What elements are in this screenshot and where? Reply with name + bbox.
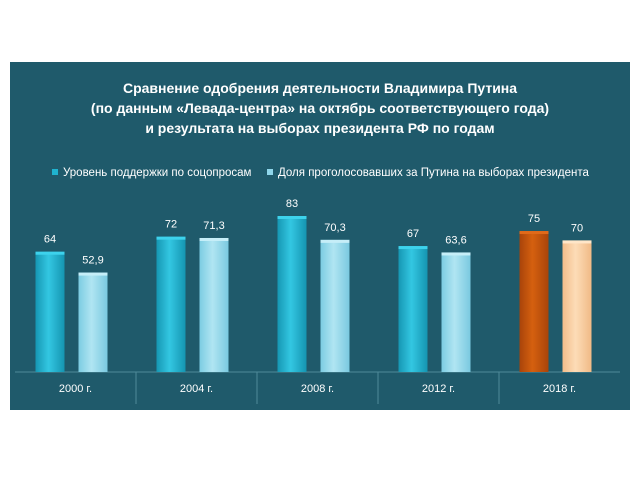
title-line-2: (по данным «Левада-центра» на октябрь со… <box>90 100 550 116</box>
bar-top-cap <box>277 216 307 219</box>
chart-title: Сравнение одобрения деятельности Владими… <box>0 78 640 138</box>
bar-top-cap <box>199 237 229 241</box>
bar-series-1 <box>35 251 65 372</box>
data-label: 52,9 <box>82 255 103 267</box>
bar-series-1 <box>519 231 549 372</box>
bar-series-2 <box>562 240 592 372</box>
bar-top-cap <box>562 240 592 244</box>
legend-item-election: Доля проголосовавших за Путина на выбора… <box>267 167 589 179</box>
data-label: 71,3 <box>203 220 224 232</box>
bar-top-cap <box>519 231 549 235</box>
x-tick-label: 2008 г. <box>301 383 334 395</box>
bar-series-2 <box>441 252 471 372</box>
bar-series-2 <box>320 239 350 372</box>
bar-top-cap <box>398 246 428 250</box>
bar-series-1 <box>156 236 186 372</box>
x-tick-label: 2018 г. <box>543 383 576 395</box>
data-label: 63,6 <box>445 234 466 246</box>
data-label: 72 <box>165 219 177 231</box>
chart-legend: Уровень поддержки по соцопросам Доля про… <box>0 167 640 183</box>
data-label: 64 <box>44 234 56 246</box>
data-label: 75 <box>528 213 540 225</box>
legend-swatch-election <box>267 168 273 175</box>
x-tick-label: 2012 г. <box>422 383 455 395</box>
bar-series-1 <box>398 246 428 372</box>
x-tick-label: 2000 г. <box>59 383 92 395</box>
data-label: 83 <box>286 198 298 210</box>
legend-label-election: Доля проголосовавших за Путина на выбора… <box>278 167 589 179</box>
bar-top-cap <box>156 236 186 240</box>
bar-series-2 <box>78 272 108 372</box>
legend-swatch-support <box>52 168 58 175</box>
bar-top-cap <box>320 239 350 243</box>
legend-label-support: Уровень поддержки по соцопросам <box>63 167 252 179</box>
data-label: 70,3 <box>324 222 345 234</box>
data-label: 67 <box>407 228 419 240</box>
bar-series-1 <box>277 216 307 372</box>
bar-top-cap <box>35 251 65 255</box>
legend-item-support: Уровень поддержки по соцопросам <box>52 167 251 179</box>
x-tick-label: 2004 г. <box>180 383 213 395</box>
data-label: 70 <box>571 222 583 234</box>
bar-series-2 <box>199 237 229 372</box>
title-line-1: Сравнение одобрения деятельности Владими… <box>122 80 518 96</box>
bar-top-cap <box>78 272 108 276</box>
title-line-3: и результата на выборах президента РФ по… <box>145 120 495 136</box>
bar-top-cap <box>441 252 471 256</box>
